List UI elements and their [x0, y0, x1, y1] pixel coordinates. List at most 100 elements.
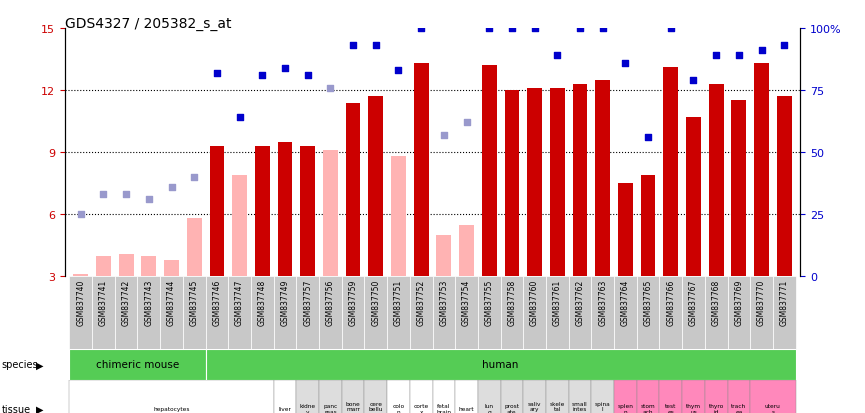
Text: GSM837742: GSM837742: [122, 279, 131, 325]
Bar: [614, 277, 637, 349]
Bar: [754, 64, 769, 277]
Bar: [297, 277, 319, 349]
Point: [550, 53, 564, 59]
Bar: [69, 349, 206, 380]
Point: [210, 70, 224, 77]
Text: GDS4327 / 205382_s_at: GDS4327 / 205382_s_at: [65, 17, 231, 31]
Text: panc
reas: panc reas: [324, 404, 337, 413]
Bar: [618, 184, 633, 277]
Bar: [410, 380, 432, 413]
Bar: [342, 380, 364, 413]
Bar: [388, 277, 410, 349]
Text: GSM837749: GSM837749: [280, 279, 290, 325]
Bar: [187, 219, 202, 277]
Text: liver: liver: [279, 406, 292, 411]
Point: [368, 43, 382, 50]
Bar: [142, 256, 157, 277]
Text: skele
tal
musc: skele tal musc: [549, 401, 565, 413]
Text: GSM837769: GSM837769: [734, 279, 743, 325]
Bar: [69, 380, 273, 413]
Text: GSM837746: GSM837746: [213, 279, 221, 325]
Text: corte
x: corte x: [413, 404, 429, 413]
Bar: [319, 380, 342, 413]
Text: tissue: tissue: [2, 404, 31, 413]
Text: test
es: test es: [665, 404, 676, 413]
Bar: [595, 81, 610, 277]
Text: GSM837761: GSM837761: [553, 279, 561, 325]
Bar: [637, 277, 659, 349]
Bar: [297, 380, 319, 413]
Bar: [727, 380, 750, 413]
Bar: [206, 349, 796, 380]
Bar: [592, 277, 614, 349]
Point: [618, 60, 632, 67]
Bar: [115, 277, 138, 349]
Bar: [368, 97, 383, 277]
Point: [505, 26, 519, 32]
Text: GSM837763: GSM837763: [599, 279, 607, 325]
Text: fetal
brain: fetal brain: [436, 404, 452, 413]
Text: GSM837765: GSM837765: [644, 279, 652, 325]
Text: GSM837758: GSM837758: [508, 279, 516, 325]
Point: [233, 115, 247, 121]
Point: [301, 73, 315, 79]
Text: GSM837744: GSM837744: [167, 279, 176, 325]
Bar: [482, 66, 497, 277]
Bar: [206, 277, 228, 349]
Point: [346, 43, 360, 50]
Text: GSM837760: GSM837760: [530, 279, 539, 325]
Text: GSM837747: GSM837747: [235, 279, 244, 325]
Text: GSM837754: GSM837754: [462, 279, 471, 325]
Text: heart: heart: [458, 406, 474, 411]
Bar: [364, 277, 388, 349]
Point: [778, 43, 791, 50]
Bar: [546, 277, 568, 349]
Bar: [477, 380, 501, 413]
Point: [188, 174, 202, 181]
Text: GSM837740: GSM837740: [76, 279, 86, 325]
Point: [754, 48, 768, 55]
Bar: [160, 277, 183, 349]
Bar: [138, 277, 160, 349]
Bar: [528, 89, 542, 277]
Bar: [546, 380, 568, 413]
Point: [392, 68, 406, 74]
Text: hepatocytes: hepatocytes: [153, 406, 189, 411]
Bar: [251, 277, 273, 349]
Bar: [641, 176, 656, 277]
Text: cere
bellu
m: cere bellu m: [368, 401, 383, 413]
Text: GSM837771: GSM837771: [779, 279, 789, 325]
Bar: [164, 260, 179, 277]
Text: GSM837757: GSM837757: [304, 279, 312, 325]
Text: saliv
ary
gland: saliv ary gland: [527, 401, 543, 413]
Bar: [614, 380, 637, 413]
Text: small
intes
tine: small intes tine: [572, 401, 588, 413]
Text: GSM837770: GSM837770: [757, 279, 766, 325]
Bar: [732, 101, 746, 277]
Bar: [432, 277, 455, 349]
Point: [324, 85, 337, 92]
Point: [278, 65, 292, 72]
Point: [255, 73, 269, 79]
Text: spina
l
cord: spina l cord: [595, 401, 611, 413]
Point: [663, 26, 677, 32]
Point: [641, 135, 655, 141]
Bar: [278, 142, 292, 277]
Bar: [568, 277, 592, 349]
Text: GSM837766: GSM837766: [666, 279, 676, 325]
Bar: [682, 380, 705, 413]
Bar: [523, 277, 546, 349]
Text: GSM837743: GSM837743: [144, 279, 153, 325]
Bar: [592, 380, 614, 413]
Bar: [477, 277, 501, 349]
Bar: [750, 277, 773, 349]
Text: GSM837750: GSM837750: [371, 279, 381, 325]
Text: prost
ate: prost ate: [504, 404, 519, 413]
Text: ▶: ▶: [36, 359, 44, 370]
Text: human: human: [483, 359, 519, 370]
Point: [119, 192, 133, 198]
Bar: [501, 277, 523, 349]
Bar: [455, 380, 477, 413]
Bar: [686, 118, 701, 277]
Bar: [663, 68, 678, 277]
